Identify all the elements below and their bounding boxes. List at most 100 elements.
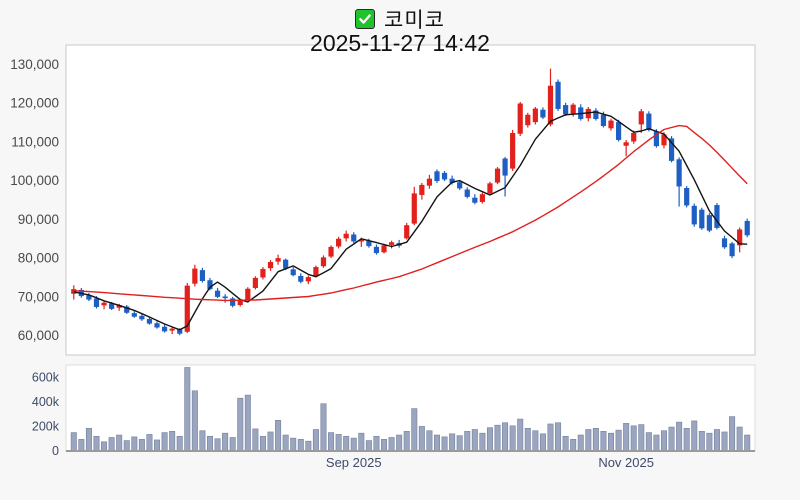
- candle-body: [177, 329, 183, 334]
- candle-body: [169, 328, 175, 331]
- volume-axis-label: 400k: [32, 395, 60, 409]
- candle-body: [419, 184, 425, 195]
- candle-body: [86, 295, 92, 300]
- volume-bar: [93, 435, 100, 452]
- volume-bar: [744, 434, 751, 452]
- candle-body: [366, 241, 372, 247]
- volume-bar: [191, 390, 198, 452]
- candle-body: [351, 234, 357, 242]
- volume-bar: [146, 434, 153, 452]
- price-plot-area: [65, 44, 756, 356]
- symbol-title: 코미코: [384, 9, 445, 32]
- y-axis-label: 70,000: [18, 289, 59, 304]
- volume-axis-label: 0: [52, 444, 59, 458]
- candle-body: [109, 303, 115, 309]
- y-axis-label: 130,000: [10, 57, 59, 72]
- volume-bar: [275, 419, 282, 452]
- candle-body: [699, 209, 705, 229]
- candle-body: [426, 178, 433, 186]
- volume-bar: [494, 424, 501, 452]
- candle-body: [404, 225, 410, 239]
- volume-bar: [101, 441, 108, 452]
- volume-bar: [358, 432, 365, 452]
- candle-body: [661, 134, 667, 146]
- candle-body: [555, 81, 561, 109]
- volume-axis-label: 600k: [32, 370, 60, 384]
- candle-body: [267, 262, 274, 269]
- candle-body: [192, 268, 198, 284]
- volume-bar: [479, 432, 486, 452]
- candle-body: [729, 243, 735, 257]
- volume-bar: [517, 418, 524, 452]
- candle-body: [684, 187, 690, 206]
- volume-bar: [660, 430, 667, 452]
- volume-bar: [562, 435, 569, 452]
- volume-bar: [244, 394, 251, 452]
- volume-bar: [343, 435, 350, 452]
- candle-body: [714, 205, 720, 228]
- volume-bar: [532, 430, 539, 452]
- candle-body: [411, 193, 417, 224]
- candle-body: [101, 302, 107, 306]
- volume-bar: [85, 427, 92, 452]
- candle-body: [245, 288, 251, 300]
- y-axis-label: 120,000: [10, 96, 59, 111]
- volume-bar: [335, 434, 342, 452]
- volume-bar: [592, 427, 599, 452]
- volume-bar: [411, 408, 418, 452]
- candle-body: [487, 183, 493, 194]
- candle-body: [116, 305, 122, 308]
- ma-short-line: [73, 111, 748, 331]
- volume-bar: [433, 434, 440, 452]
- volume-bar: [683, 427, 690, 452]
- candle-body: [721, 238, 728, 248]
- volume-bar: [282, 434, 289, 452]
- series-visibility-checkbox[interactable]: [355, 9, 376, 29]
- volume-bar: [721, 431, 728, 452]
- volume-bar: [116, 434, 123, 452]
- volume-bar: [713, 429, 720, 452]
- volume-bar: [449, 433, 456, 452]
- candle-body: [154, 323, 160, 328]
- volume-bar: [297, 439, 304, 452]
- volume-bar: [328, 432, 335, 452]
- candle-body: [230, 298, 236, 306]
- volume-bar: [312, 429, 319, 452]
- candle-body: [540, 109, 546, 118]
- candle-body: [593, 110, 599, 120]
- candle-body: [547, 85, 554, 125]
- volume-bar: [509, 425, 516, 452]
- volume-bar: [668, 426, 675, 452]
- volume-bar: [222, 432, 229, 452]
- volume-bar: [70, 432, 77, 452]
- candle-body: [320, 257, 327, 267]
- volume-bar: [252, 428, 259, 452]
- volume-bar: [108, 437, 115, 452]
- y-axis-label: 90,000: [18, 212, 59, 227]
- candle-body: [479, 194, 485, 202]
- candle-body: [441, 172, 448, 180]
- volume-bar: [464, 431, 471, 452]
- candle-body: [631, 132, 637, 142]
- volume-bar: [259, 435, 266, 452]
- candle-body: [706, 215, 712, 231]
- candle-body: [260, 268, 266, 278]
- candle-body: [653, 131, 660, 147]
- volume-bar: [214, 438, 221, 452]
- volume-bar: [199, 430, 206, 452]
- volume-bar: [653, 434, 660, 452]
- candle-body: [381, 245, 387, 253]
- volume-bar: [206, 435, 213, 452]
- candle-body: [93, 298, 100, 307]
- volume-bar: [691, 420, 698, 452]
- volume-bar: [229, 437, 236, 452]
- volume-bar: [555, 422, 562, 452]
- candle-body: [457, 182, 463, 189]
- candle-body: [570, 104, 576, 114]
- candle-body: [283, 259, 289, 269]
- candle-body: [161, 326, 168, 332]
- candle-body: [563, 105, 569, 115]
- y-axis-label: 80,000: [18, 251, 59, 266]
